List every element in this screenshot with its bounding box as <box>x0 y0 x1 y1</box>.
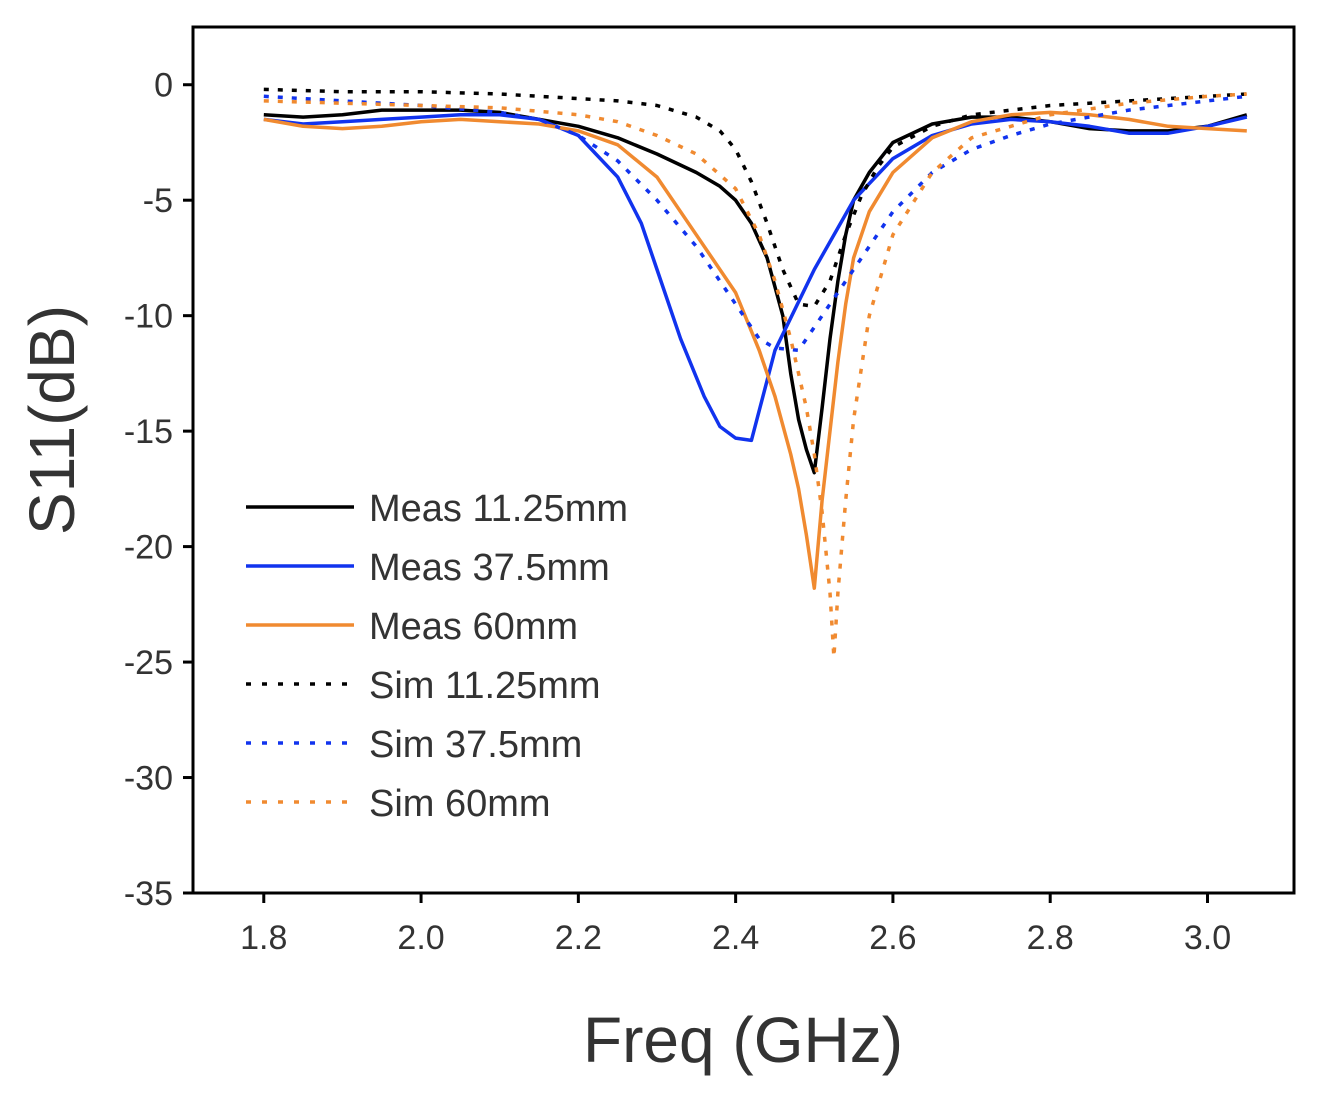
legend-label-meas-11-25mm: Meas 11.25mm <box>369 488 628 530</box>
y-tick-label: -25 <box>124 644 173 682</box>
x-tick-label: 2.8 <box>1027 919 1074 957</box>
legend: Meas 11.25mm Meas 37.5mm Meas 60mm Sim 11.2… <box>246 488 628 825</box>
legend-label-sim-11-25mm: Sim 11.25mm <box>369 665 601 707</box>
y-tick-label: -5 <box>143 182 173 220</box>
y-tick-label: -35 <box>124 875 173 913</box>
series-layer <box>263 87 1248 660</box>
x-tick-label: 2.0 <box>397 919 444 957</box>
legend-label-sim-37-5mm: Sim 37.5mm <box>369 724 582 766</box>
plot-frame <box>191 25 1296 895</box>
y-tick-label: -10 <box>124 298 173 336</box>
legend-label-meas-60mm: Meas 60mm <box>369 606 578 648</box>
x-tick-label: 2.2 <box>555 919 602 957</box>
x-axis-title: Freq (GHz) <box>583 1004 903 1076</box>
x-tick-label: 3.0 <box>1184 919 1231 957</box>
y-axis-ticks: 0 -5 -10 -15 -20 -25 -30 -35 <box>124 67 193 913</box>
y-axis-title: S11(dB) <box>16 305 88 535</box>
series-line-sim-60mm <box>263 92 1247 660</box>
x-tick-label: 1.8 <box>240 919 287 957</box>
x-axis-ticks: 1.8 2.0 2.2 2.4 2.6 2.8 3.0 <box>240 893 1231 957</box>
series-line-meas-11-25mm <box>263 108 1248 475</box>
x-tick-label: 2.6 <box>869 919 916 957</box>
y-tick-label: -30 <box>124 760 173 798</box>
y-tick-label: 0 <box>154 67 173 105</box>
legend-label-meas-37-5mm: Meas 37.5mm <box>369 547 610 589</box>
series-line-meas-37-5mm <box>263 113 1248 443</box>
y-tick-label: -20 <box>124 529 173 567</box>
x-tick-label: 2.4 <box>712 919 759 957</box>
legend-label-sim-60mm: Sim 60mm <box>369 783 551 825</box>
series-line-meas-60mm <box>263 110 1247 590</box>
y-tick-label: -15 <box>124 413 173 451</box>
